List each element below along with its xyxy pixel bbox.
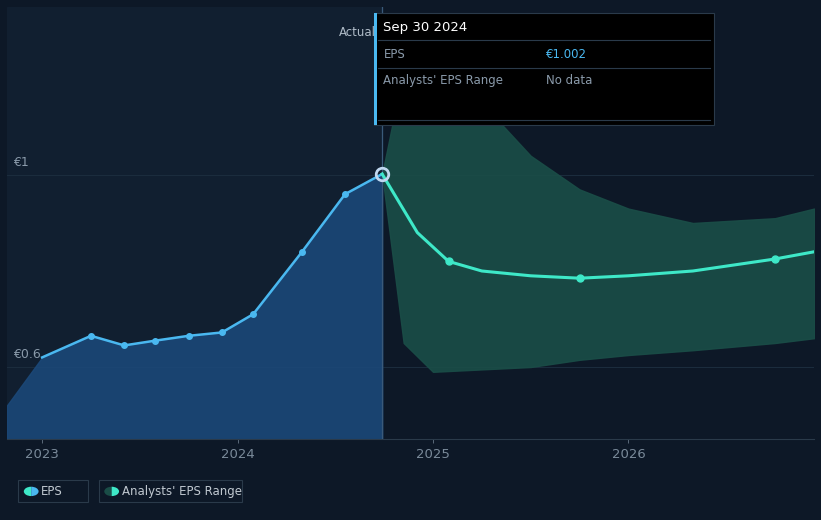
Text: Analysts' EPS Range: Analysts' EPS Range	[122, 485, 241, 498]
Text: Sep 30 2024: Sep 30 2024	[383, 21, 468, 34]
Text: No data: No data	[546, 74, 592, 87]
Text: Actual: Actual	[339, 26, 376, 39]
Text: EPS: EPS	[383, 48, 405, 61]
Text: €0.6: €0.6	[13, 348, 40, 361]
Text: Analysts' EPS Range: Analysts' EPS Range	[383, 74, 503, 87]
Text: Analysts Forecasts: Analysts Forecasts	[388, 26, 498, 39]
Text: €1.002: €1.002	[546, 48, 587, 61]
Bar	[7, 7, 382, 439]
Text: EPS: EPS	[41, 485, 62, 498]
Text: €1: €1	[13, 156, 29, 169]
